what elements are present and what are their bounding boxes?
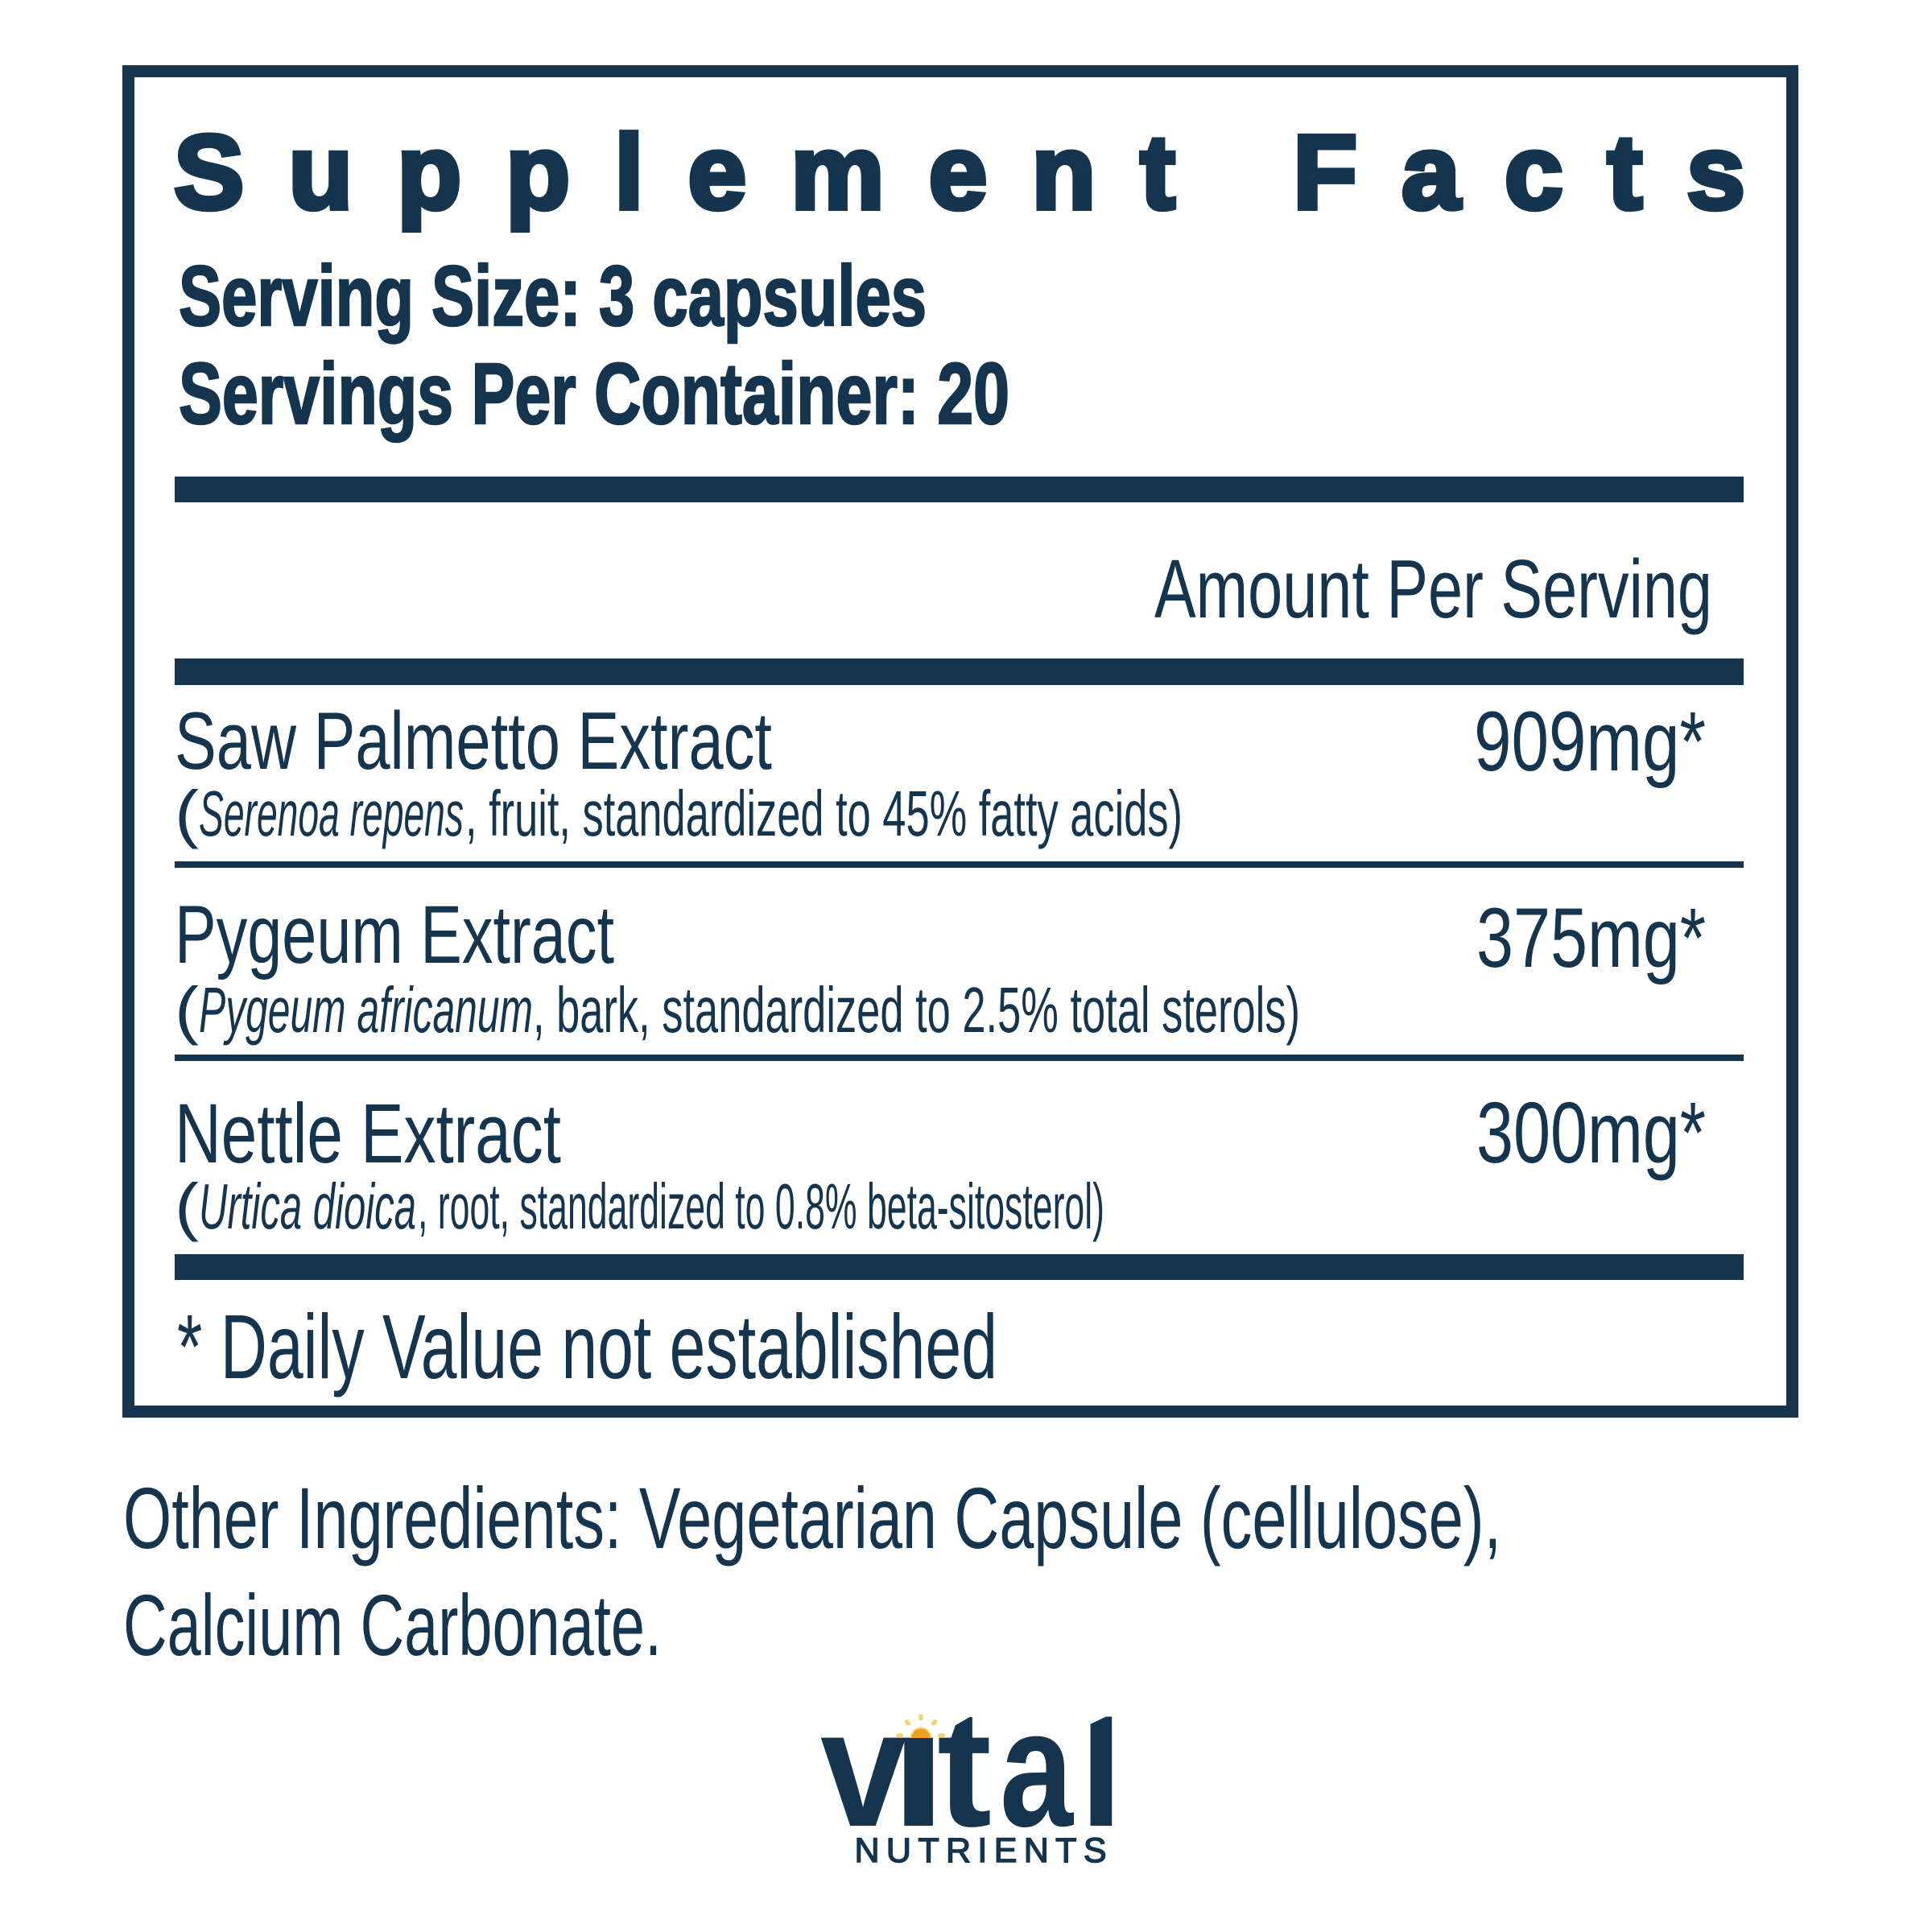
svg-text:ı: ı xyxy=(890,1675,947,1861)
svg-text:(: ( xyxy=(175,778,199,849)
svg-text:Saw Palmetto Extract: Saw Palmetto Extract xyxy=(175,696,772,786)
svg-text:a: a xyxy=(1000,1675,1074,1861)
svg-text:Supplement Facts: Supplement Facts xyxy=(174,113,1745,231)
svg-text:Amount Per Serving: Amount Per Serving xyxy=(1154,543,1712,635)
svg-text:(: ( xyxy=(175,1170,199,1242)
svg-text:, fruit, standardized to 45% f: , fruit, standardized to 45% fatty acids… xyxy=(465,778,1183,849)
svg-text:300mg*: 300mg* xyxy=(1476,1084,1706,1181)
svg-text:t: t xyxy=(937,1675,992,1861)
svg-text:(: ( xyxy=(175,974,199,1046)
svg-text:Pygeum africanum: Pygeum africanum xyxy=(199,974,533,1046)
svg-text:Pygeum Extract: Pygeum Extract xyxy=(175,889,614,980)
svg-text:Other Ingredients: Vegetarian: Other Ingredients: Vegetarian Capsule (c… xyxy=(123,1469,1501,1567)
svg-text:Serving Size: 3 capsules: Serving Size: 3 capsules xyxy=(179,249,927,344)
svg-text:, bark, standardized to 2.5% t: , bark, standardized to 2.5% total stero… xyxy=(533,974,1300,1046)
svg-text:, root, standardized to 0.8% b: , root, standardized to 0.8% beta-sitost… xyxy=(418,1170,1104,1242)
svg-text:Calcium Carbonate.: Calcium Carbonate. xyxy=(123,1576,662,1674)
svg-text:v: v xyxy=(820,1675,906,1861)
svg-text:909mg*: 909mg* xyxy=(1474,695,1706,789)
svg-text:375mg*: 375mg* xyxy=(1476,891,1706,985)
svg-text:Servings Per Container: 20: Servings Per Container: 20 xyxy=(179,345,1009,442)
svg-text:Urtica dioica: Urtica dioica xyxy=(199,1170,416,1242)
svg-text:Nettle Extract: Nettle Extract xyxy=(175,1087,561,1181)
svg-text:NUTRIENTS: NUTRIENTS xyxy=(855,1831,1107,1870)
svg-text:Serenoa repens: Serenoa repens xyxy=(199,778,464,849)
svg-text:* Daily Value not established: * Daily Value not established xyxy=(177,1296,997,1397)
